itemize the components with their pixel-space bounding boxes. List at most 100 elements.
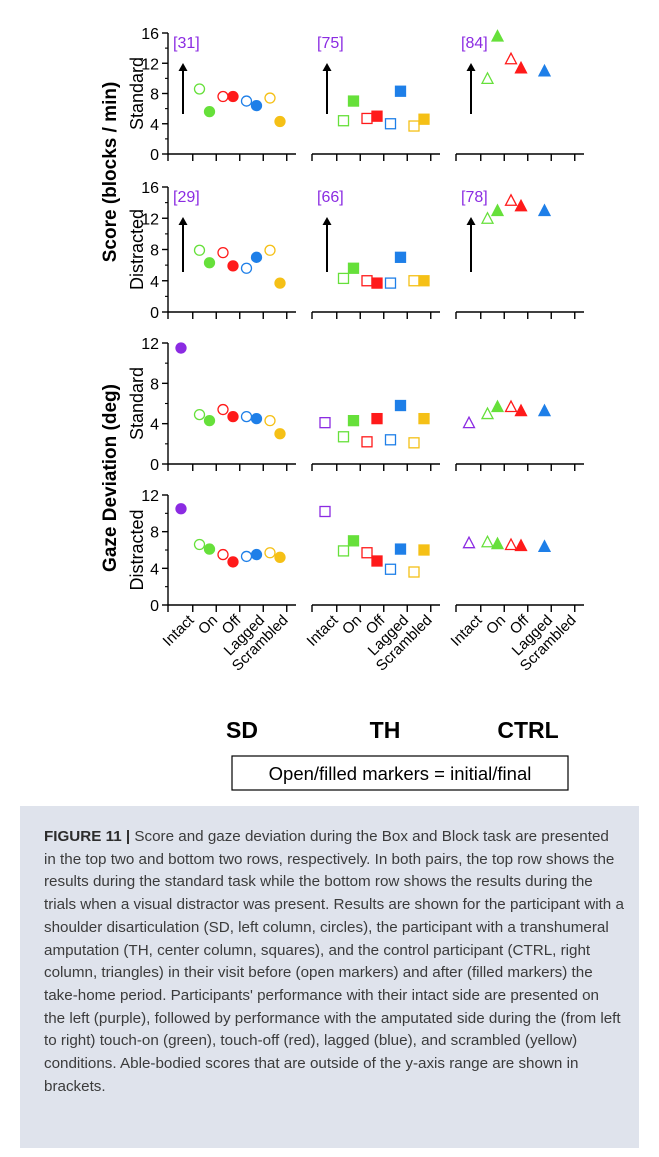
x-tick-label-ctrl-on: On: [483, 612, 509, 638]
panel-2-th-lagged-final-marker: [394, 251, 407, 263]
panel-2-th-on-final-marker: [347, 262, 360, 274]
panel-2-y-tick-label: 8: [150, 243, 159, 260]
panel-4-sd-off-initial-marker: [217, 548, 229, 561]
panel-2-sd-lagged-final-marker: [250, 251, 263, 263]
group-label-th: TH: [370, 717, 401, 743]
panel-3-th-off-initial-marker: [361, 436, 373, 448]
panel-1-y-tick-label: 0: [150, 147, 159, 164]
panel-1-th-scrambled-initial-marker: [408, 120, 420, 132]
panel-4-th-lagged-initial-marker: [384, 563, 397, 575]
caption-text: Score and gaze deviation during the Box …: [44, 828, 624, 1095]
panel-4-th-off-final-marker: [371, 555, 383, 567]
panel-4-th-intact-initial-marker: [319, 505, 331, 518]
panel-4-th-on-final-marker: [347, 535, 360, 547]
panel-4-y-tick-label: 4: [150, 561, 159, 578]
panel-2-y-tick-label: 16: [141, 180, 159, 197]
caption-label: FIGURE 11 |: [44, 828, 131, 845]
panel-1-ctrl-off-final-marker: [514, 60, 528, 74]
panel-3-y-tick-label: 4: [150, 417, 159, 434]
panel-2-y-tick-label: 4: [150, 274, 159, 291]
panel-2-th-arrow-head: [322, 217, 332, 225]
panel-2-sd-on-initial-marker: [193, 244, 206, 256]
panel-3-sd-off-initial-marker: [217, 403, 229, 416]
panel-4-th-lagged-final-marker: [394, 543, 407, 555]
panel-1-sd-off-final-marker: [227, 90, 239, 103]
panel-4-ylabel: Distracted: [127, 509, 147, 590]
panel-1-ylabel: Standard: [127, 57, 147, 130]
panel-2-ctrl-annotation: [78]: [461, 189, 488, 206]
panel-2-ctrl-on-final-marker: [490, 203, 505, 217]
panel-2-ctrl-off-final-marker: [514, 198, 528, 212]
panel-3-sd-intact-final-marker: [175, 342, 187, 354]
panel-3-th-scrambled-initial-marker: [408, 437, 420, 449]
panel-1-y-tick-label: 8: [150, 87, 159, 104]
panel-3-y-tick-label: 8: [150, 376, 159, 393]
legend-box: [231, 755, 569, 791]
panel-2-y-tick-label: 0: [150, 305, 159, 322]
panel-1-ctrl-off-initial-marker: [504, 51, 518, 65]
panel-1-th-annotation: [75]: [317, 35, 344, 52]
x-tick-label-th-intact: Intact: [304, 611, 343, 650]
panel-4-y-tick-label: 8: [150, 525, 159, 542]
panel-3-ylabel: Standard: [127, 367, 147, 440]
panel-1-ctrl-arrow-head: [466, 63, 476, 71]
panel-1-ctrl-on-final-marker: [490, 29, 505, 42]
panel-4-sd-lagged-final-marker: [250, 548, 263, 561]
panel-4-sd-intact-final-marker: [175, 503, 187, 515]
panel-1-th-lagged-initial-marker: [384, 118, 397, 130]
panel-2-th-off-initial-marker: [361, 275, 373, 287]
panel-4-ctrl-off-initial-marker: [504, 537, 518, 551]
panel-4-sd-scrambled-initial-marker: [264, 547, 276, 559]
panel-1-th-lagged-final-marker: [394, 85, 407, 97]
panel-2-sd-annotation: [29]: [173, 189, 200, 206]
panel-4-y-tick-label: 12: [141, 488, 159, 505]
panel-4-th-on-initial-marker: [337, 545, 350, 557]
panel-4-sd-scrambled-final-marker: [274, 551, 286, 563]
panel-1-y-tick-label: 16: [141, 26, 159, 43]
panel-2-sd-arrow-head: [178, 217, 188, 225]
panel-2-sd-off-initial-marker: [217, 246, 229, 259]
panel-4-ctrl-on-initial-marker: [480, 534, 495, 548]
panel-2-th-lagged-initial-marker: [384, 277, 397, 289]
panel-2-ctrl-on-initial-marker: [480, 211, 495, 224]
panel-4-sd-lagged-initial-marker: [240, 550, 253, 563]
x-tick-label-ctrl-intact: Intact: [448, 611, 487, 650]
figure-panel: Score (blocks / min) Gaze Deviation (deg…: [12, 2, 648, 798]
panel-3-th-on-final-marker: [347, 414, 360, 427]
panel-2-ctrl-lagged-final-marker: [537, 203, 552, 217]
panel-1-sd-lagged-initial-marker: [240, 95, 253, 107]
figure-caption: FIGURE 11 | Score and gaze deviation dur…: [44, 826, 624, 1098]
panel-1-ctrl-lagged-final-marker: [537, 63, 552, 77]
panel-3-sd-scrambled-initial-marker: [264, 414, 276, 427]
panel-2-sd-lagged-initial-marker: [240, 262, 253, 274]
panel-1-sd-scrambled-initial-marker: [264, 92, 276, 104]
panel-3-sd-on-final-marker: [203, 414, 216, 427]
panel-3-th-lagged-initial-marker: [384, 434, 397, 446]
panel-4-ctrl-intact-initial-marker: [462, 535, 476, 549]
panel-2-ctrl-off-initial-marker: [504, 193, 518, 206]
panel-1-th-off-final-marker: [371, 110, 383, 122]
panel-2-sd-on-final-marker: [203, 257, 216, 269]
panel-1-sd-lagged-final-marker: [250, 99, 263, 112]
panel-4-th-off-initial-marker: [361, 547, 373, 559]
panel-1-sd-on-initial-marker: [193, 83, 206, 95]
panel-1-th-on-initial-marker: [337, 115, 350, 127]
axes-layer: 0481216Standard0481216Distracted04812Sta…: [127, 26, 584, 615]
group-label-sd: SD: [226, 717, 258, 743]
group-label-ctrl: CTRL: [497, 717, 558, 743]
panel-3-ctrl-lagged-final-marker: [537, 403, 552, 417]
panel-1-y-tick-label: 12: [141, 56, 159, 73]
panel-1-ctrl-annotation: [84]: [461, 35, 488, 52]
panel-1-sd-annotation: [31]: [173, 35, 200, 52]
score-axis-title: Score (blocks / min): [100, 82, 121, 263]
gaze-axis-title: Gaze Deviation (deg): [100, 384, 121, 572]
panel-2-sd-off-final-marker: [227, 260, 239, 272]
panel-4-sd-off-final-marker: [227, 556, 239, 568]
panel-3-y-tick-label: 0: [150, 457, 159, 474]
panel-2-ctrl-arrow-head: [466, 217, 476, 225]
panel-3-ctrl-on-initial-marker: [480, 406, 495, 420]
panel-4-th-scrambled-initial-marker: [408, 566, 420, 578]
panel-1-sd-off-initial-marker: [217, 90, 229, 103]
x-tick-label-sd-intact: Intact: [160, 611, 199, 650]
